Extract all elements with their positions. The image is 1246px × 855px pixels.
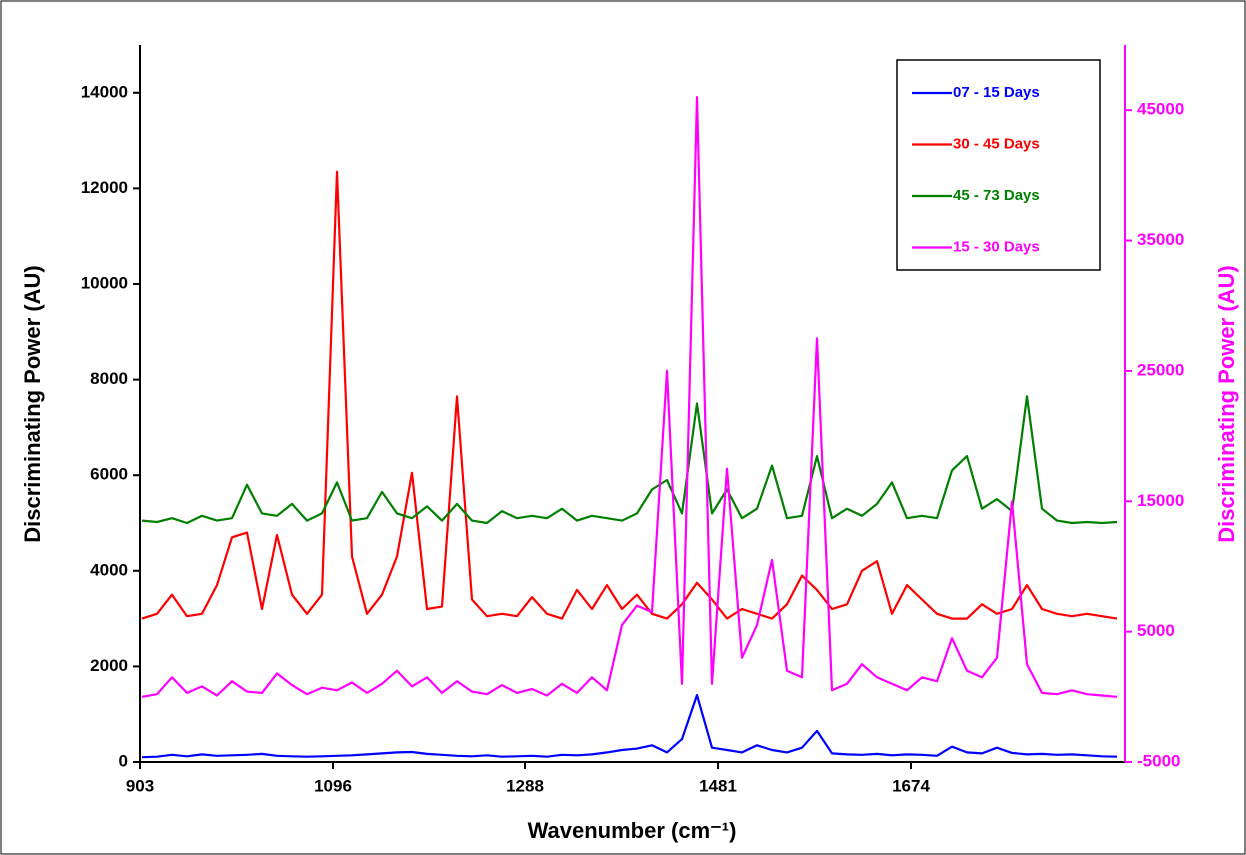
y-tick-label: 12000 [81, 178, 128, 197]
legend-box [896, 59, 1101, 271]
series-line [141, 96, 1118, 698]
y2-tick-label: 35000 [1137, 230, 1184, 249]
series-line [141, 694, 1118, 759]
legend-label: 30 - 45 Days [953, 135, 1040, 152]
y2-tick-label: -5000 [1137, 751, 1180, 770]
y-tick-label: 8000 [90, 369, 128, 388]
legend-label: 15 - 30 Days [953, 238, 1040, 255]
y-tick-label: 14000 [81, 82, 128, 101]
y-tick-label: 4000 [90, 560, 128, 579]
y-tick-label: 2000 [90, 656, 128, 675]
legend-label: 07 - 15 Days [953, 84, 1040, 101]
y2-tick-label: 5000 [1137, 621, 1175, 640]
y-tick-label: 10000 [81, 273, 128, 292]
y-axis-title: Discriminating Power (AU) [20, 265, 45, 542]
x-tick-label: 1096 [314, 776, 352, 795]
series-line [141, 395, 1118, 525]
y2-axis-title: Discriminating Power (AU) [1214, 265, 1239, 542]
y-tick-label: 6000 [90, 465, 128, 484]
x-axis-title: Wavenumber (cm⁻¹) [528, 818, 737, 843]
series-line [141, 170, 1118, 620]
y2-tick-label: 25000 [1137, 360, 1184, 379]
x-tick-label: 1674 [892, 776, 930, 795]
y2-tick-label: 45000 [1137, 100, 1184, 119]
legend-label: 45 - 73 Days [953, 187, 1040, 204]
x-tick-label: 1481 [699, 776, 737, 795]
x-tick-label: 1288 [506, 776, 544, 795]
x-tick-label: 903 [126, 776, 154, 795]
y-tick-label: 0 [119, 751, 128, 770]
y2-tick-label: 15000 [1137, 491, 1184, 510]
